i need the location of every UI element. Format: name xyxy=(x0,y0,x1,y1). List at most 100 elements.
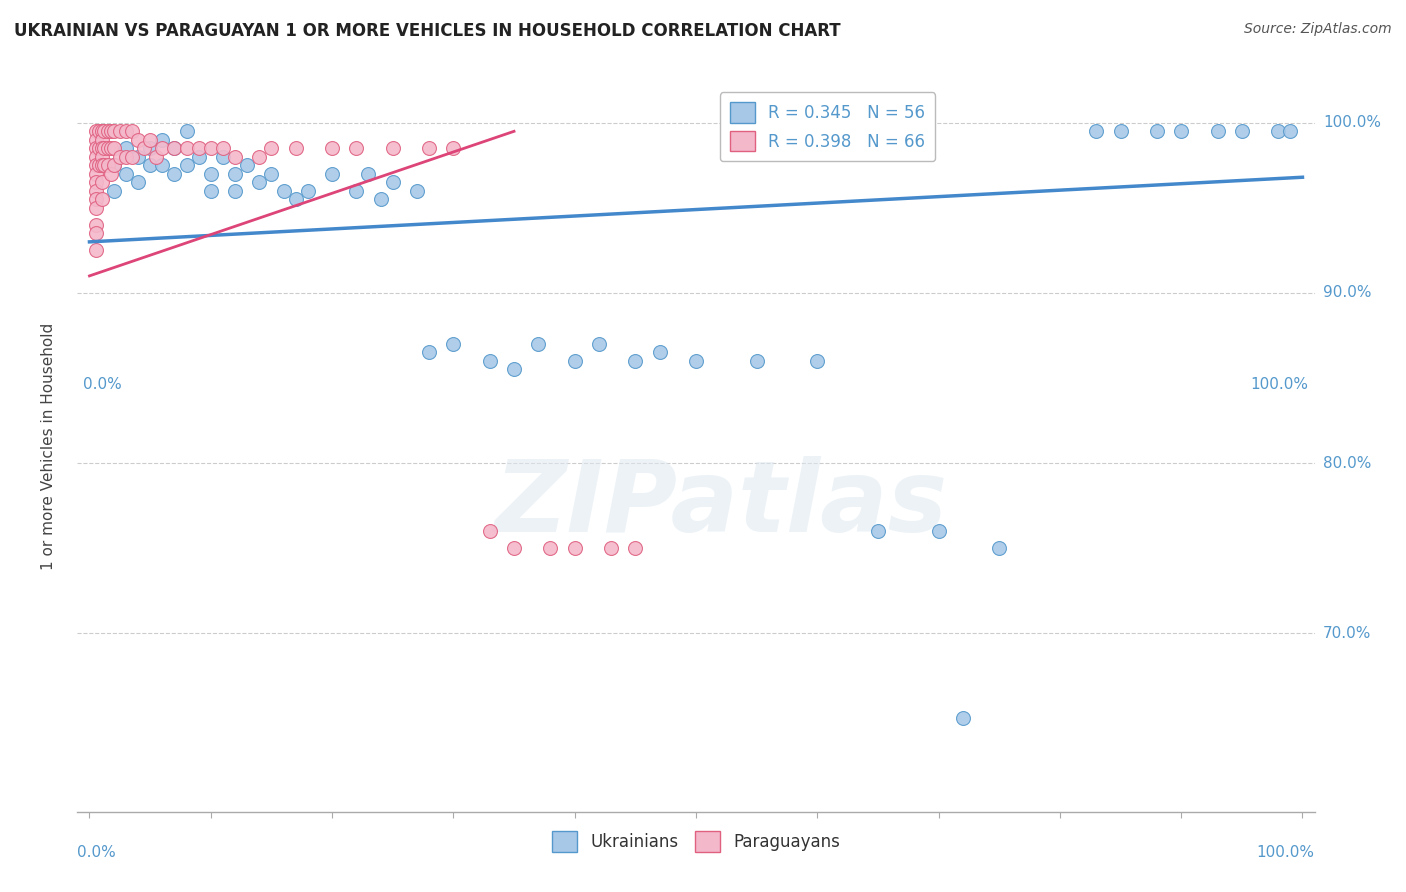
Point xyxy=(121,150,143,164)
Point xyxy=(84,150,107,164)
Point xyxy=(284,141,307,155)
Point xyxy=(90,141,112,155)
Point xyxy=(212,150,235,164)
Point xyxy=(115,167,138,181)
Point xyxy=(103,184,125,198)
Text: 90.0%: 90.0% xyxy=(1323,285,1371,301)
Point xyxy=(163,167,186,181)
Text: 100.0%: 100.0% xyxy=(1323,115,1381,130)
Point xyxy=(89,124,111,138)
Point xyxy=(952,711,974,725)
Point xyxy=(127,175,149,189)
Point xyxy=(103,158,125,172)
Point xyxy=(648,345,671,359)
Point xyxy=(100,141,122,155)
Point xyxy=(100,167,122,181)
Point xyxy=(321,141,343,155)
Point xyxy=(90,133,112,147)
Point xyxy=(406,184,429,198)
Point xyxy=(247,150,270,164)
Point xyxy=(200,184,222,198)
Point xyxy=(284,192,307,206)
Text: 0.0%: 0.0% xyxy=(77,845,117,860)
Point xyxy=(503,541,526,555)
Text: 100.0%: 100.0% xyxy=(1257,845,1315,860)
Point xyxy=(260,167,283,181)
Point xyxy=(1206,124,1229,138)
Point xyxy=(538,541,561,555)
Point xyxy=(200,167,222,181)
Point xyxy=(103,141,125,155)
Point xyxy=(84,124,107,138)
Point xyxy=(84,244,107,258)
Point xyxy=(260,141,283,155)
Point xyxy=(90,158,112,172)
Point xyxy=(145,150,167,164)
Point xyxy=(93,124,115,138)
Point xyxy=(97,141,120,155)
Point xyxy=(247,175,270,189)
Point xyxy=(441,337,464,351)
Point xyxy=(1267,124,1289,138)
Point xyxy=(224,167,246,181)
Point xyxy=(89,158,111,172)
Point xyxy=(84,192,107,206)
Point xyxy=(344,141,367,155)
Point xyxy=(1146,124,1168,138)
Point xyxy=(84,167,107,181)
Point xyxy=(93,158,115,172)
Point xyxy=(97,158,120,172)
Y-axis label: 1 or more Vehicles in Household: 1 or more Vehicles in Household xyxy=(42,322,56,570)
Point xyxy=(212,141,235,155)
Point xyxy=(441,141,464,155)
Point xyxy=(150,158,173,172)
Point xyxy=(370,192,392,206)
Point xyxy=(176,141,198,155)
Point xyxy=(121,124,143,138)
Point xyxy=(84,218,107,232)
Point xyxy=(357,167,380,181)
Point xyxy=(108,124,131,138)
Point xyxy=(90,150,112,164)
Point xyxy=(273,184,295,198)
Point xyxy=(236,158,259,172)
Point xyxy=(321,167,343,181)
Text: 80.0%: 80.0% xyxy=(1323,456,1371,470)
Point xyxy=(108,150,131,164)
Point xyxy=(187,141,209,155)
Point xyxy=(97,124,120,138)
Text: 100.0%: 100.0% xyxy=(1250,376,1309,392)
Point xyxy=(478,354,501,368)
Point xyxy=(224,150,246,164)
Point xyxy=(200,141,222,155)
Point xyxy=(588,337,610,351)
Point xyxy=(90,192,112,206)
Point xyxy=(100,124,122,138)
Point xyxy=(127,133,149,147)
Point xyxy=(564,541,586,555)
Point xyxy=(84,227,107,241)
Point xyxy=(564,354,586,368)
Point xyxy=(93,141,115,155)
Text: UKRAINIAN VS PARAGUAYAN 1 OR MORE VEHICLES IN HOUSEHOLD CORRELATION CHART: UKRAINIAN VS PARAGUAYAN 1 OR MORE VEHICL… xyxy=(14,22,841,40)
Point xyxy=(866,524,889,538)
Point xyxy=(84,141,107,155)
Point xyxy=(600,541,623,555)
Point xyxy=(127,150,149,164)
Point xyxy=(1085,124,1108,138)
Point xyxy=(745,354,768,368)
Point xyxy=(90,175,112,189)
Point xyxy=(806,354,828,368)
Point xyxy=(1279,124,1302,138)
Point xyxy=(418,141,440,155)
Point xyxy=(988,541,1011,555)
Point xyxy=(187,150,209,164)
Point xyxy=(224,184,246,198)
Point xyxy=(84,184,107,198)
Point xyxy=(176,158,198,172)
Point xyxy=(344,184,367,198)
Point xyxy=(139,141,162,155)
Point xyxy=(624,541,647,555)
Point xyxy=(624,354,647,368)
Point xyxy=(381,175,404,189)
